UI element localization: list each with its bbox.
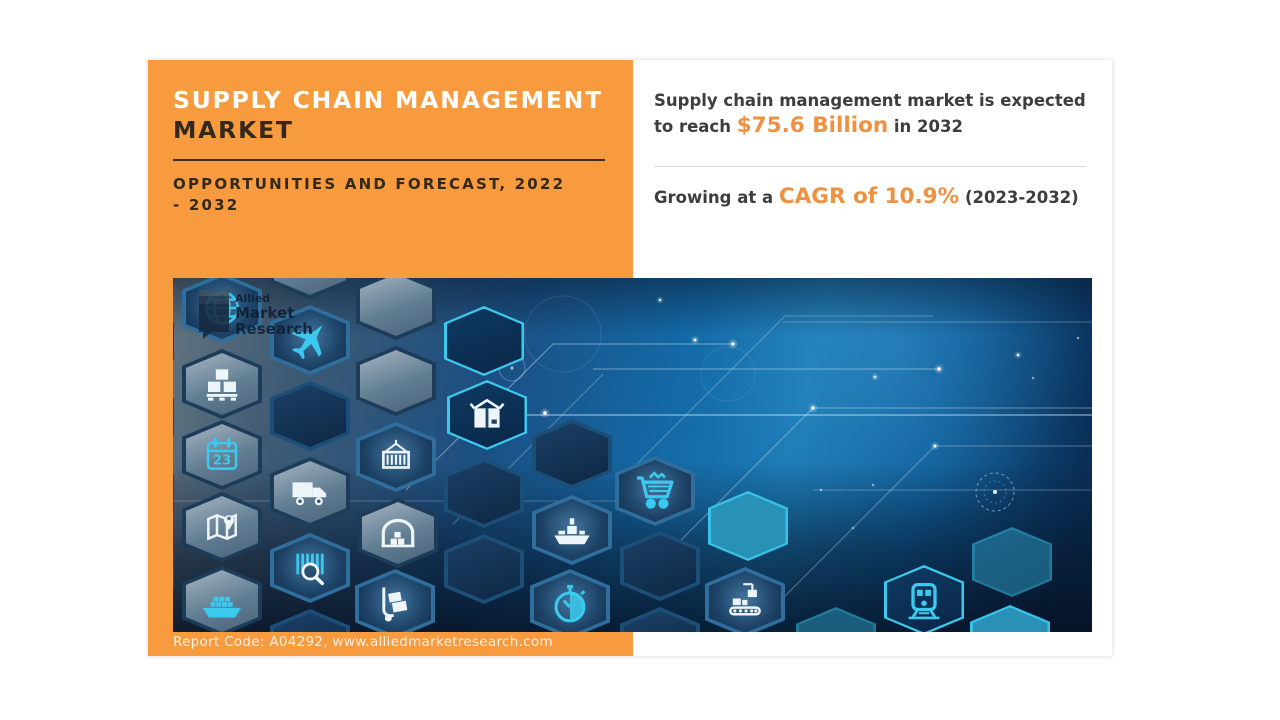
package-box-icon <box>447 380 527 450</box>
hand-truck-icon <box>355 569 435 632</box>
hex-tile <box>173 382 174 452</box>
hex-tile <box>972 527 1052 597</box>
calendar-icon: 23 <box>182 420 262 490</box>
hex-tile <box>532 419 612 489</box>
freight-ship-icon <box>532 495 612 565</box>
barcode-scanner-icon <box>270 533 350 603</box>
cagr-stat: Growing at a CAGR of 10.9% (2023-2032) <box>654 183 1106 212</box>
circuit-lines-decoration <box>173 295 1092 601</box>
amr-logo-text-line3: Research <box>235 320 313 339</box>
subtitle: OPPORTUNITIES AND FORECAST, 2022 - 2032 <box>173 174 613 216</box>
amr-logo-text-line2: Market <box>235 303 295 322</box>
stats-divider <box>654 166 1086 167</box>
amr-watermark-logo: Allied Market Research <box>199 290 313 339</box>
stat1-line2-before: to reach <box>654 117 731 136</box>
hex-tile <box>270 381 350 451</box>
hex-tile <box>444 458 524 528</box>
svg-text:23: 23 <box>213 453 232 468</box>
page-title-line1: SUPPLY CHAIN MANAGEMENT <box>173 86 603 114</box>
subtitle-line2: - 2032 <box>173 196 240 214</box>
hex-tile <box>173 534 174 604</box>
stat2-after: (2023-2032) <box>964 188 1079 207</box>
amr-logo-icon <box>199 290 229 339</box>
train-icon <box>884 565 964 632</box>
container-crane-icon <box>356 422 436 492</box>
market-value-stat: Supply chain management market is expect… <box>654 88 1106 139</box>
stat1-highlight: $75.6 Billion <box>736 113 889 138</box>
airplane-icon <box>270 305 350 375</box>
hex-tile <box>173 306 174 376</box>
report-banner-card: SUPPLY CHAIN MANAGEMENT MARKET OPPORTUNI… <box>148 60 1112 656</box>
delivery-truck-icon <box>270 457 350 527</box>
stat1-line1: Supply chain management market is expect… <box>654 91 1086 110</box>
pallet-boxes-icon <box>182 349 262 419</box>
hex-tile <box>444 306 524 376</box>
hex-tile <box>356 346 436 416</box>
stat1-line2-after: in 2032 <box>893 117 963 136</box>
amr-logo-text: Allied Market Research <box>235 290 313 339</box>
stat2-before: Growing at a <box>654 188 774 207</box>
amr-logo-text-line1: Allied <box>235 292 271 305</box>
page-title-line2: MARKET <box>173 116 294 144</box>
hex-tile <box>708 491 788 561</box>
hex-tile <box>620 531 700 601</box>
hex-tile <box>173 458 174 528</box>
subtitle-line1: OPPORTUNITIES AND FORECAST, 2022 <box>173 175 566 193</box>
stat2-highlight: CAGR of 10.9% <box>778 184 960 209</box>
conveyor-crane-icon <box>705 567 785 632</box>
map-location-icon <box>182 492 262 562</box>
warehouse-icon <box>358 498 438 568</box>
hex-tile <box>444 534 524 604</box>
report-code-text: Report Code: A04292, www.alliedmarketres… <box>173 634 553 650</box>
title-divider <box>173 159 605 161</box>
hero-image: 23 <box>173 278 1092 632</box>
shopping-cart-icon <box>615 456 695 526</box>
